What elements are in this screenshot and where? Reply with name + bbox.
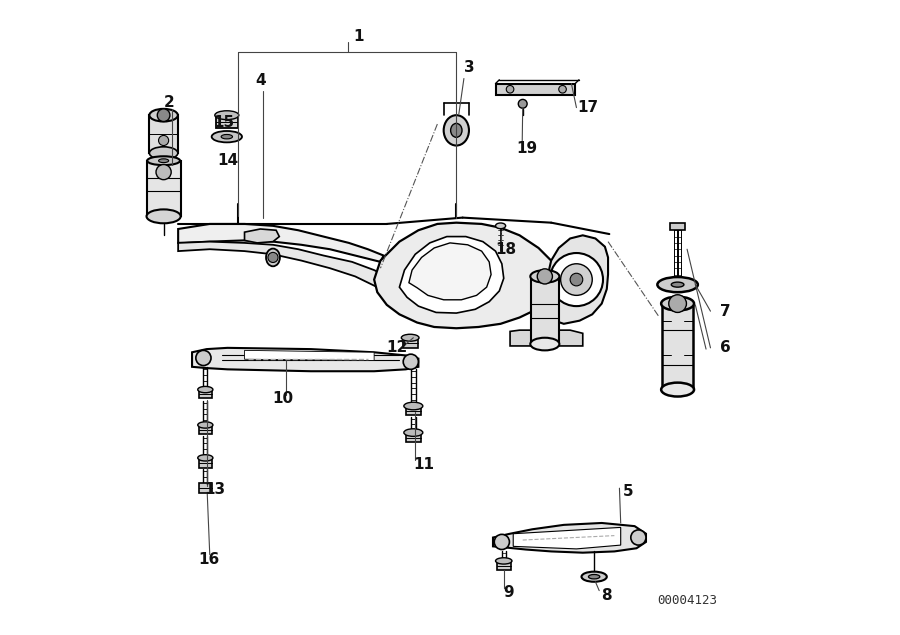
Circle shape bbox=[268, 252, 278, 262]
Ellipse shape bbox=[671, 282, 684, 287]
Circle shape bbox=[550, 253, 603, 306]
Text: 6: 6 bbox=[720, 340, 731, 356]
Circle shape bbox=[507, 86, 514, 93]
Circle shape bbox=[158, 109, 170, 121]
Polygon shape bbox=[406, 432, 421, 442]
Text: 19: 19 bbox=[517, 140, 537, 156]
Circle shape bbox=[570, 273, 583, 286]
Polygon shape bbox=[199, 483, 212, 493]
Polygon shape bbox=[149, 115, 178, 153]
Polygon shape bbox=[559, 330, 583, 346]
Text: 7: 7 bbox=[720, 304, 730, 319]
Text: 8: 8 bbox=[601, 588, 612, 603]
Polygon shape bbox=[670, 223, 685, 231]
Text: 9: 9 bbox=[503, 585, 514, 600]
Ellipse shape bbox=[266, 248, 280, 266]
Polygon shape bbox=[147, 161, 181, 217]
Ellipse shape bbox=[451, 123, 462, 137]
Text: 18: 18 bbox=[495, 242, 517, 257]
Circle shape bbox=[631, 530, 646, 545]
Ellipse shape bbox=[496, 223, 506, 229]
Text: 15: 15 bbox=[213, 116, 234, 130]
Circle shape bbox=[518, 100, 527, 108]
Ellipse shape bbox=[221, 135, 232, 139]
Ellipse shape bbox=[404, 429, 423, 436]
Ellipse shape bbox=[530, 338, 560, 351]
Ellipse shape bbox=[662, 297, 694, 311]
Polygon shape bbox=[496, 84, 575, 95]
Text: 3: 3 bbox=[464, 60, 474, 76]
Polygon shape bbox=[199, 458, 212, 468]
Ellipse shape bbox=[158, 159, 168, 163]
Ellipse shape bbox=[662, 383, 694, 396]
Ellipse shape bbox=[444, 115, 469, 145]
Text: 12: 12 bbox=[386, 340, 408, 355]
Polygon shape bbox=[216, 115, 239, 128]
Text: 10: 10 bbox=[272, 391, 293, 406]
Circle shape bbox=[559, 86, 566, 93]
Polygon shape bbox=[531, 278, 559, 342]
Polygon shape bbox=[199, 390, 212, 398]
Ellipse shape bbox=[198, 422, 213, 428]
Ellipse shape bbox=[496, 558, 512, 564]
Circle shape bbox=[669, 295, 687, 312]
Text: 11: 11 bbox=[413, 457, 434, 472]
Polygon shape bbox=[402, 338, 418, 348]
Text: 13: 13 bbox=[204, 482, 225, 497]
Polygon shape bbox=[192, 348, 418, 371]
Ellipse shape bbox=[198, 387, 213, 392]
Ellipse shape bbox=[401, 334, 419, 341]
Polygon shape bbox=[409, 243, 491, 300]
Ellipse shape bbox=[657, 277, 698, 292]
Polygon shape bbox=[497, 561, 510, 570]
Text: 4: 4 bbox=[255, 73, 266, 88]
Ellipse shape bbox=[149, 109, 178, 121]
Polygon shape bbox=[400, 237, 504, 313]
Ellipse shape bbox=[148, 156, 180, 165]
Polygon shape bbox=[406, 406, 421, 415]
Text: 00004123: 00004123 bbox=[657, 594, 717, 607]
Text: 1: 1 bbox=[353, 29, 364, 44]
Polygon shape bbox=[493, 523, 646, 552]
Polygon shape bbox=[245, 351, 374, 361]
Text: 17: 17 bbox=[577, 100, 598, 115]
Circle shape bbox=[158, 135, 168, 145]
Circle shape bbox=[561, 264, 592, 295]
Ellipse shape bbox=[149, 147, 178, 159]
Ellipse shape bbox=[198, 455, 213, 461]
Ellipse shape bbox=[581, 572, 607, 582]
Polygon shape bbox=[245, 229, 279, 243]
Circle shape bbox=[196, 351, 211, 366]
Text: 14: 14 bbox=[217, 153, 238, 168]
Ellipse shape bbox=[147, 210, 181, 224]
Polygon shape bbox=[199, 425, 212, 434]
Ellipse shape bbox=[589, 575, 599, 579]
Polygon shape bbox=[178, 224, 383, 262]
Ellipse shape bbox=[212, 131, 242, 142]
Text: 5: 5 bbox=[623, 484, 634, 499]
Polygon shape bbox=[548, 236, 608, 324]
Polygon shape bbox=[662, 306, 693, 387]
Ellipse shape bbox=[215, 110, 238, 119]
Ellipse shape bbox=[530, 270, 560, 283]
Text: 16: 16 bbox=[198, 552, 219, 566]
Circle shape bbox=[403, 354, 418, 370]
Text: 2: 2 bbox=[163, 95, 174, 110]
Polygon shape bbox=[510, 330, 531, 346]
Circle shape bbox=[537, 269, 553, 284]
Polygon shape bbox=[513, 528, 621, 549]
Polygon shape bbox=[178, 242, 400, 292]
Circle shape bbox=[156, 164, 171, 180]
Ellipse shape bbox=[404, 402, 423, 410]
Circle shape bbox=[494, 534, 509, 549]
Polygon shape bbox=[374, 223, 557, 328]
